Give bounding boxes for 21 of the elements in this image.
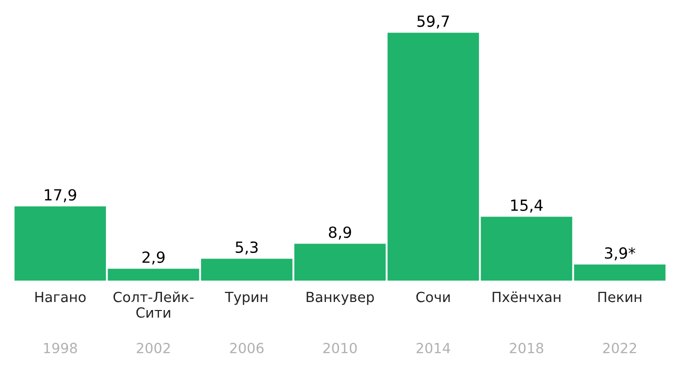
data-label: 5,3: [236, 241, 258, 255]
bar: [574, 264, 666, 281]
data-label: 3,9*: [604, 247, 636, 260]
bar: [388, 32, 479, 281]
category-label: Нагано 1998: [35, 292, 86, 354]
category-label: Сочи 2014: [416, 292, 450, 354]
data-label: 8,9: [328, 226, 352, 240]
bar: [14, 206, 106, 281]
data-label: 17,9: [44, 189, 76, 202]
data-label: 15,4: [511, 200, 543, 213]
data-label: 59,7: [417, 15, 449, 29]
bar: [294, 244, 386, 281]
bar: [108, 268, 200, 281]
category-label: Турин 2006: [224, 292, 268, 354]
data-label: 2,9: [142, 251, 165, 265]
category-label: Пекин 2022: [598, 292, 642, 354]
category-label: Ванкувер 2010: [306, 292, 374, 354]
category-label: Пхёнчхан 2018: [492, 292, 560, 354]
category-label: Солт-Лейк- Сити 2002: [113, 292, 194, 354]
bar: [480, 216, 572, 281]
bar: [201, 258, 292, 281]
